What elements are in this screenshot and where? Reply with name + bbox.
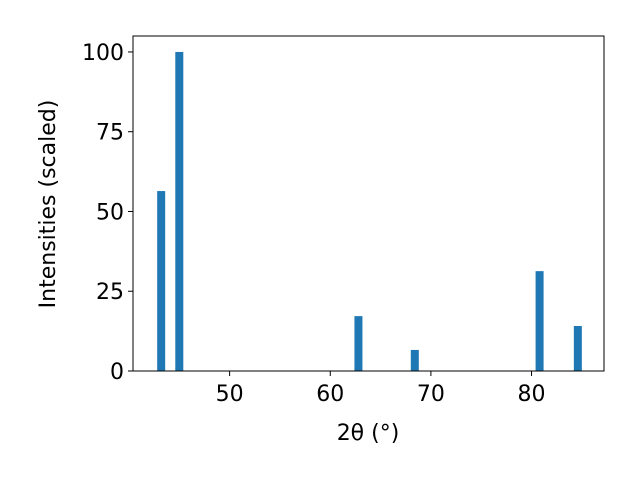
bar <box>573 326 582 371</box>
x-tick-label: 80 <box>518 382 546 407</box>
y-tick-label: 0 <box>110 360 124 385</box>
y-tick-label: 100 <box>82 41 124 66</box>
x-tick-label: 50 <box>216 382 244 407</box>
bar <box>535 271 544 371</box>
bar <box>175 51 184 371</box>
y-axis-label: Intensities (scaled) <box>36 100 61 309</box>
plot-frame <box>132 35 605 372</box>
x-tick-label: 70 <box>417 382 445 407</box>
bar <box>410 349 419 371</box>
bar <box>354 316 363 371</box>
y-tick-label: 75 <box>96 121 124 146</box>
y-tick-label: 50 <box>96 200 124 225</box>
bar <box>157 191 166 371</box>
x-axis-label: 2θ (°) <box>337 421 400 446</box>
y-tick-label: 25 <box>96 280 124 305</box>
x-tick-label: 60 <box>316 382 344 407</box>
